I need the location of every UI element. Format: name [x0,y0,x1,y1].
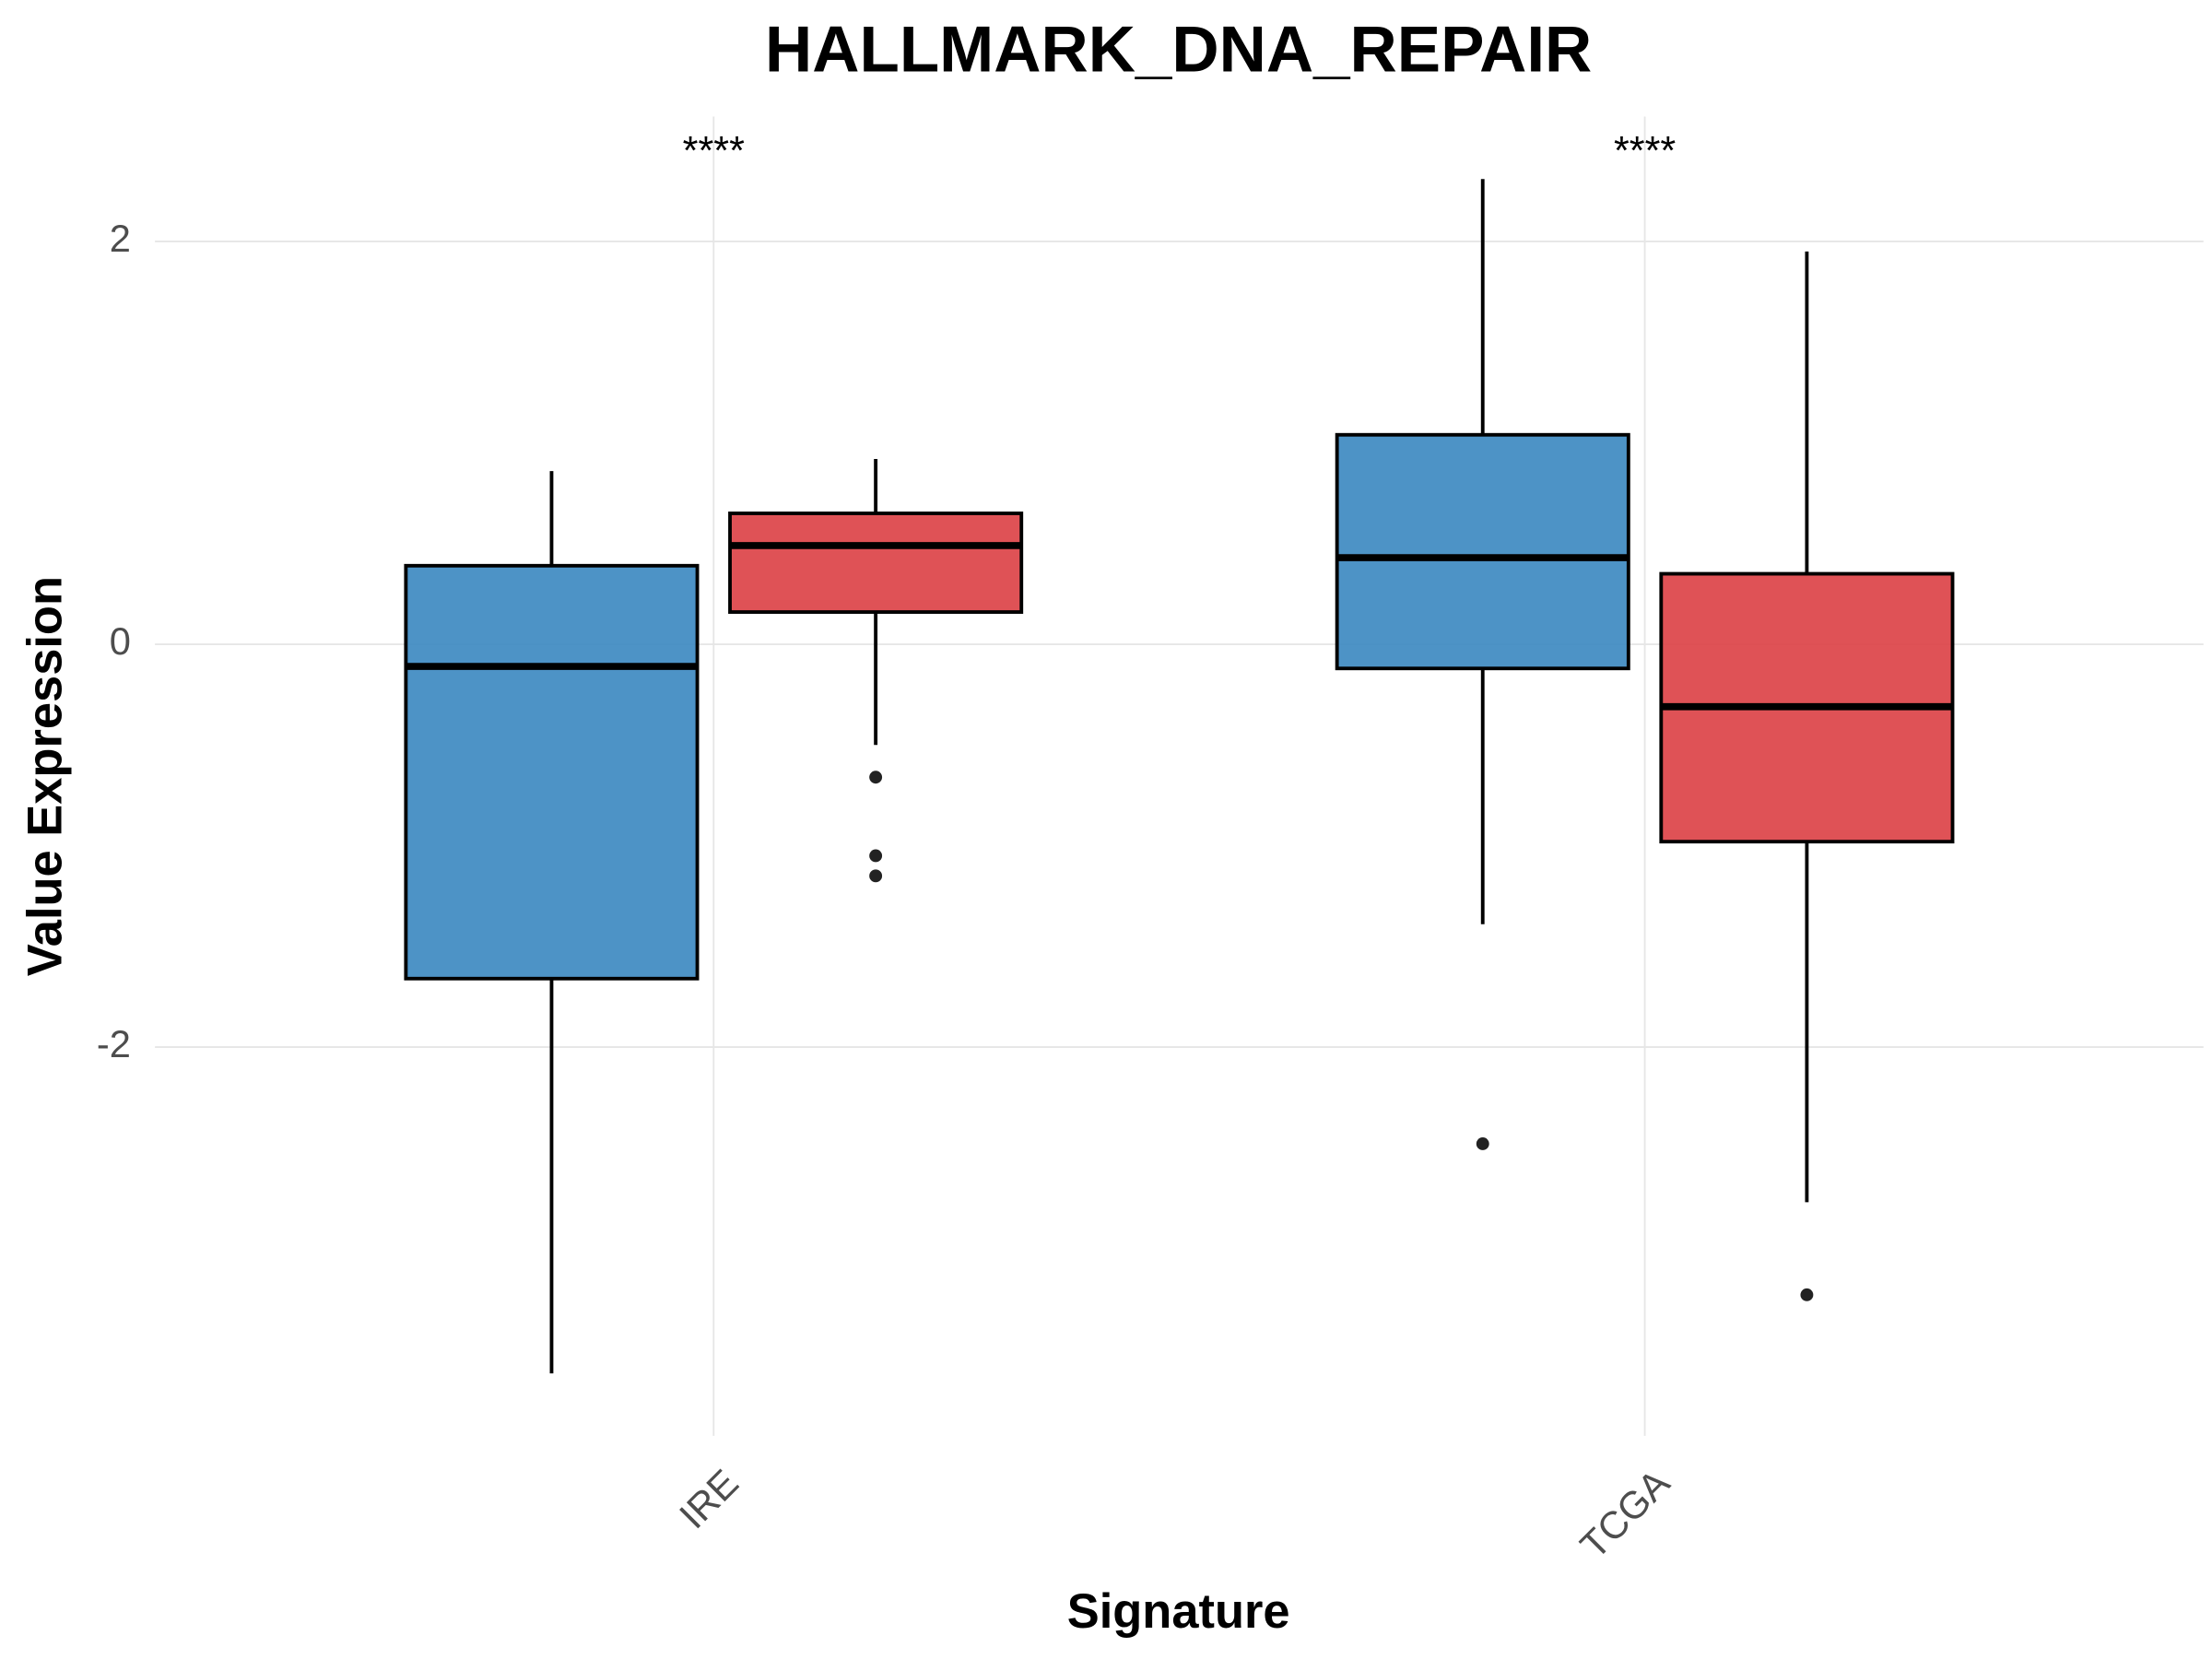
box [404,563,700,981]
y-tick-label: 0 [110,619,131,663]
annotation: **** [1614,129,1676,173]
outlier [869,771,883,784]
outlier [1800,1288,1814,1301]
chart-title: HALLMARK_DNA_REPAIR [765,13,1592,86]
box [1335,432,1630,671]
y-axis-label: Value Expression [18,576,72,976]
box [728,512,1024,614]
annotation: **** [683,129,745,173]
x-tick-label: TCGA [1571,1461,1677,1567]
x-tick-label: IRE [671,1461,747,1536]
y-tick-label: 2 [110,217,131,260]
y-tick-label: -2 [97,1022,131,1065]
outlier [869,849,883,863]
outlier [869,869,883,883]
x-axis-label: Signature [1067,1585,1290,1639]
outlier [1476,1137,1489,1150]
